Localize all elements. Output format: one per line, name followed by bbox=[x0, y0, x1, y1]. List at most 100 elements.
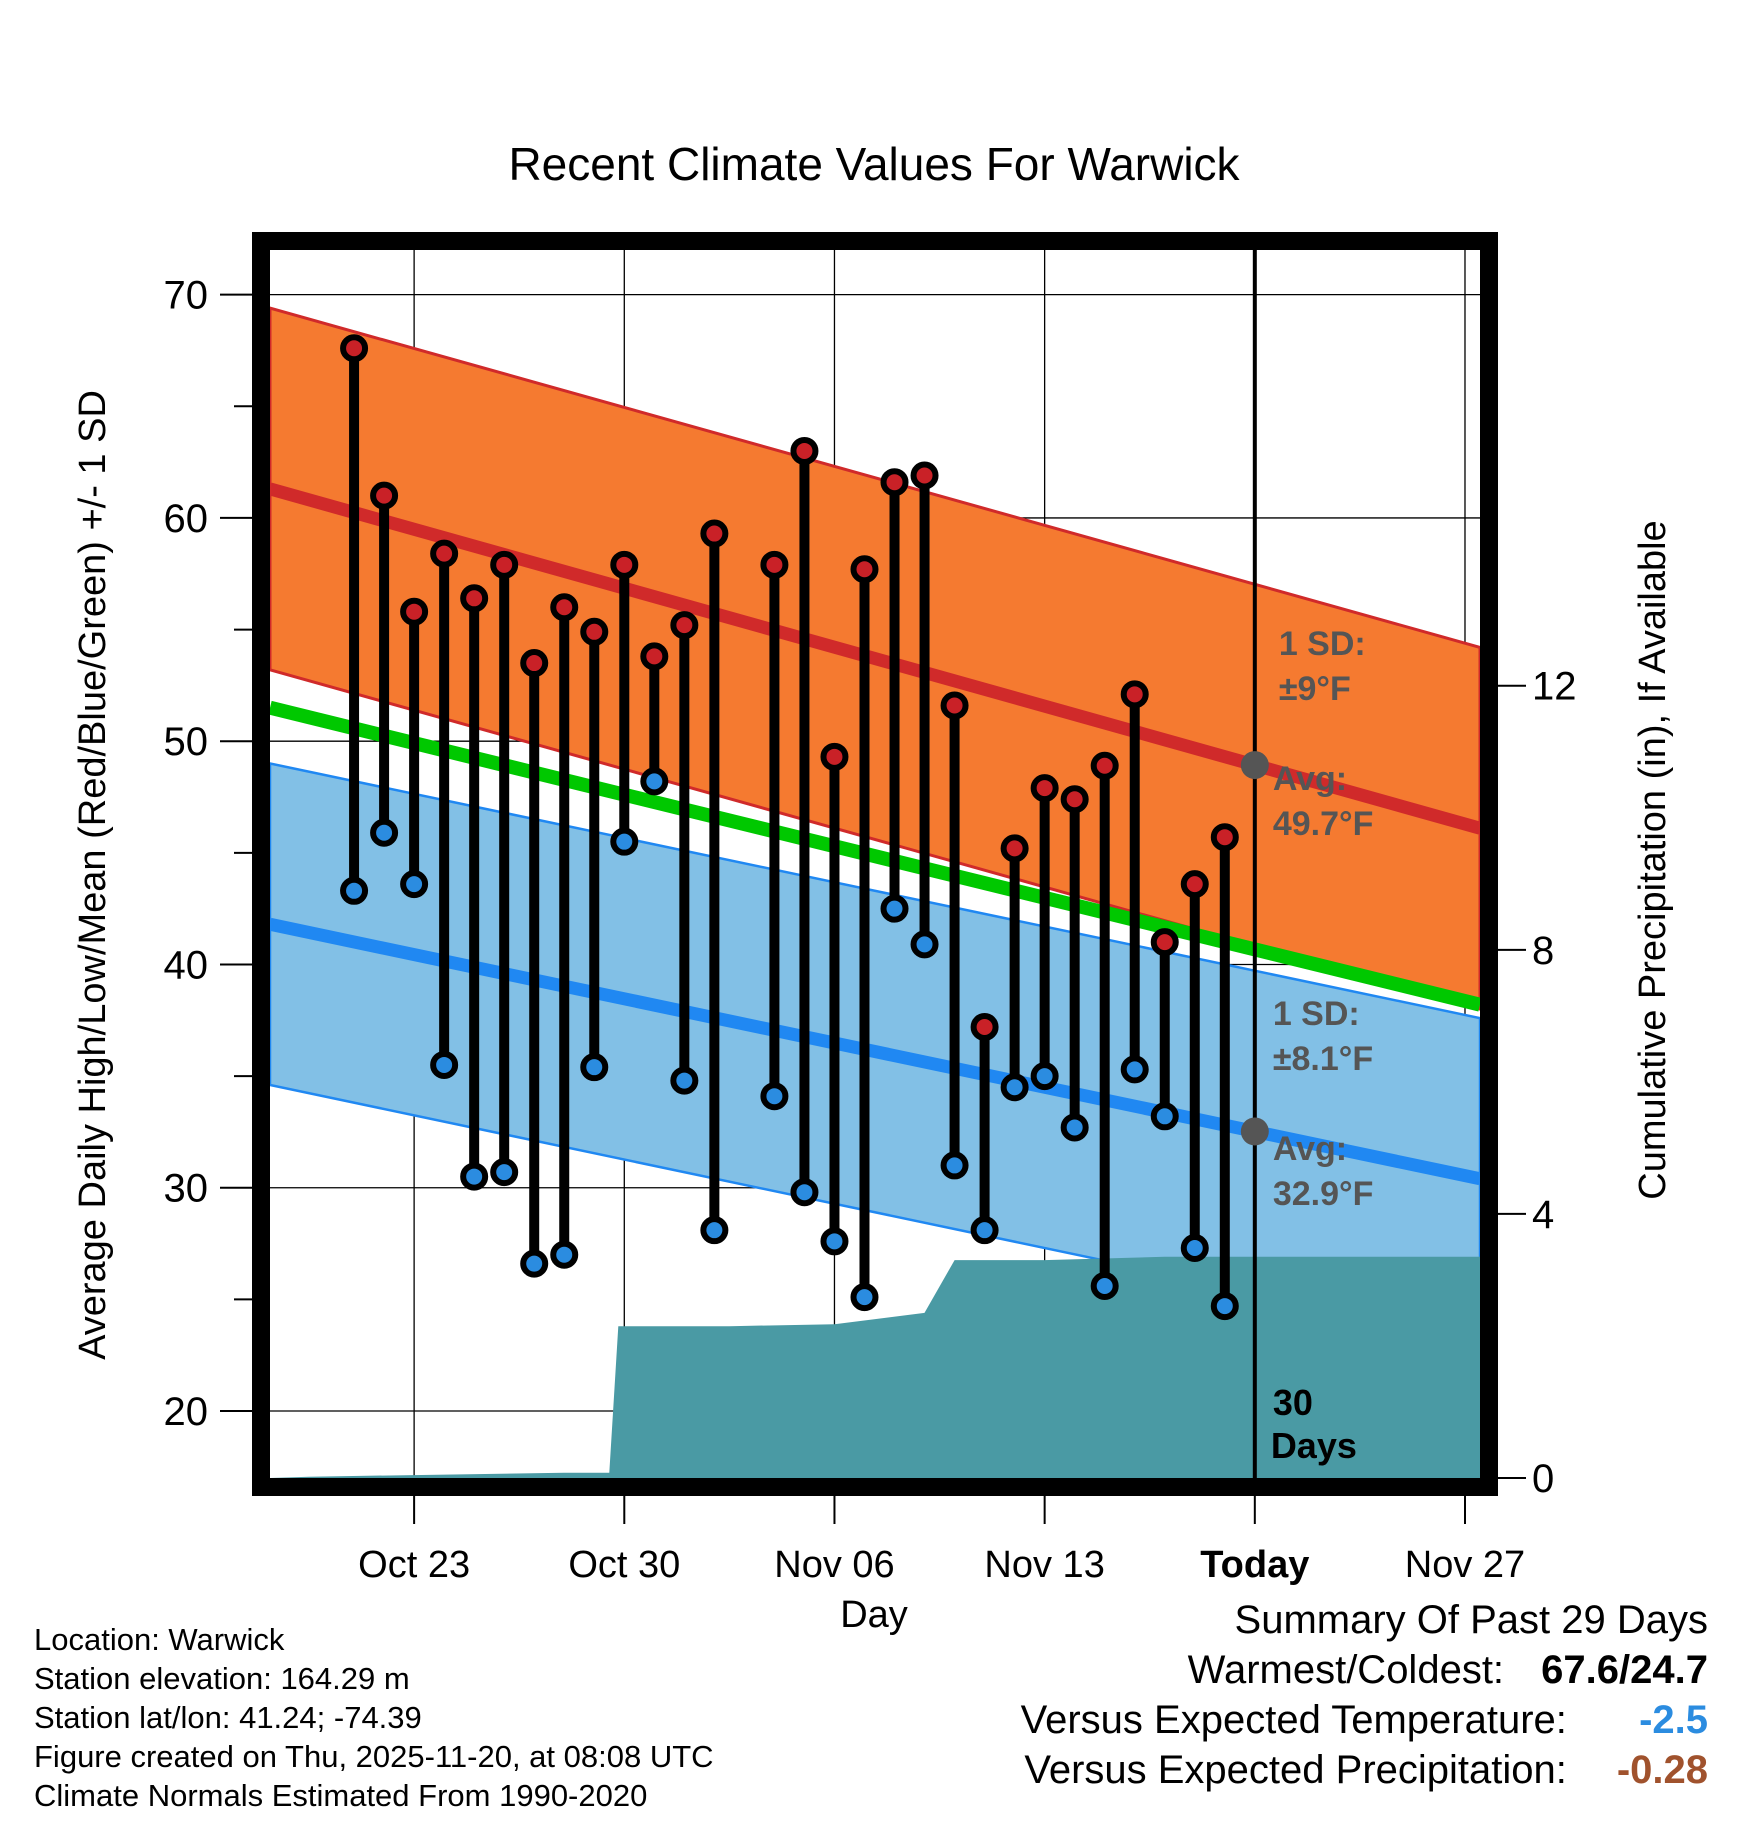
daily-low-marker bbox=[880, 894, 909, 923]
daily-high-marker bbox=[370, 481, 399, 510]
daily-low-marker bbox=[850, 1283, 879, 1312]
daily-low-marker bbox=[580, 1053, 609, 1082]
daily-low-marker bbox=[910, 930, 939, 959]
today-high-avg-marker bbox=[1240, 751, 1269, 780]
daily-low-marker bbox=[400, 870, 429, 899]
x-tick-label: Today bbox=[1200, 1544, 1309, 1586]
daily-low-marker bbox=[460, 1162, 489, 1191]
daily-high-marker bbox=[550, 593, 579, 622]
high-avg-value: 49.7°F bbox=[1273, 805, 1374, 843]
daily-high-marker bbox=[1060, 785, 1089, 814]
created-text: Figure created on Thu, 2025-11-20, at 08… bbox=[34, 1739, 714, 1774]
daily-high-marker bbox=[850, 555, 879, 584]
summary-warm-cold-row: Warmest/Coldest: 67.6/24.7 bbox=[1021, 1645, 1708, 1695]
daily-high-marker bbox=[700, 519, 729, 548]
daily-high-marker bbox=[520, 649, 549, 678]
latlon-text: Station lat/lon: 41.24; -74.39 bbox=[34, 1700, 422, 1735]
plot-area bbox=[270, 250, 1480, 1478]
days-count-word: Days bbox=[1271, 1425, 1357, 1466]
low-avg-label: Avg: bbox=[1273, 1130, 1347, 1168]
y-tick-label: 60 bbox=[164, 497, 209, 541]
daily-low-marker bbox=[520, 1249, 549, 1278]
daily-low-marker bbox=[1180, 1234, 1209, 1263]
y2-tick-label: 12 bbox=[1532, 665, 1577, 709]
daily-high-marker bbox=[1120, 680, 1149, 709]
daily-high-marker bbox=[880, 468, 909, 497]
y-tick-label: 30 bbox=[164, 1167, 209, 1211]
daily-low-marker bbox=[1030, 1062, 1059, 1091]
daily-low-marker bbox=[430, 1050, 459, 1079]
x-tick-label: Nov 13 bbox=[984, 1544, 1104, 1586]
daily-low-marker bbox=[610, 827, 639, 856]
daily-low-marker bbox=[1090, 1271, 1119, 1300]
normals-text: Climate Normals Estimated From 1990-2020 bbox=[34, 1778, 648, 1813]
elevation-text: Station elevation: 164.29 m bbox=[34, 1661, 410, 1696]
daily-high-marker bbox=[610, 550, 639, 579]
y-tick-label: 40 bbox=[164, 943, 209, 987]
daily-high-marker bbox=[760, 550, 789, 579]
daily-low-marker bbox=[760, 1082, 789, 1111]
summary-precip-value: -0.28 bbox=[1616, 1748, 1708, 1792]
summary-temp-value: -2.5 bbox=[1639, 1698, 1708, 1742]
low-avg-value: 32.9°F bbox=[1273, 1175, 1374, 1213]
high-sd-value: ±9°F bbox=[1279, 670, 1351, 708]
daily-low-marker bbox=[340, 876, 369, 905]
daily-low-marker bbox=[790, 1178, 819, 1207]
daily-high-marker bbox=[1030, 774, 1059, 803]
daily-high-marker bbox=[910, 461, 939, 490]
daily-high-marker bbox=[340, 334, 369, 363]
y-tick-label: 70 bbox=[164, 274, 209, 318]
location-text: Location: Warwick bbox=[34, 1622, 285, 1657]
high-sd-label: 1 SD: bbox=[1279, 625, 1366, 663]
plot-frame bbox=[252, 232, 1498, 1496]
low-sd-value: ±8.1°F bbox=[1273, 1040, 1373, 1078]
daily-low-marker bbox=[370, 818, 399, 847]
daily-high-marker bbox=[1210, 823, 1239, 852]
summary-temp-row: Versus Expected Temperature: -2.5 bbox=[1021, 1695, 1708, 1745]
precip-area bbox=[270, 1256, 1480, 1478]
daily-low-marker bbox=[970, 1216, 999, 1245]
daily-high-marker bbox=[430, 539, 459, 568]
low-sd-label: 1 SD: bbox=[1273, 995, 1360, 1033]
today-low-avg-marker bbox=[1240, 1117, 1269, 1146]
x-tick-label: Nov 27 bbox=[1405, 1544, 1525, 1586]
daily-low-marker bbox=[640, 767, 669, 796]
summary-title: Summary Of Past 29 Days bbox=[1234, 1598, 1708, 1642]
daily-high-marker bbox=[940, 691, 969, 720]
daily-low-marker bbox=[1060, 1113, 1089, 1142]
summary-warm-cold-value: 67.6/24.7 bbox=[1541, 1648, 1708, 1692]
daily-high-marker bbox=[460, 584, 489, 613]
daily-low-marker bbox=[940, 1151, 969, 1180]
daily-low-marker bbox=[1000, 1073, 1029, 1102]
daily-high-marker bbox=[490, 550, 519, 579]
summary-panel: Summary Of Past 29 Days Warmest/Coldest:… bbox=[1021, 1595, 1708, 1795]
y2-tick-label: 0 bbox=[1532, 1457, 1554, 1501]
daily-low-marker bbox=[1150, 1102, 1179, 1131]
daily-low-marker bbox=[1120, 1055, 1149, 1084]
summary-precip-row: Versus Expected Precipitation: -0.28 bbox=[1021, 1745, 1708, 1795]
y-tick-label: 20 bbox=[164, 1390, 209, 1434]
daily-low-marker bbox=[1210, 1292, 1239, 1321]
daily-high-marker bbox=[1180, 870, 1209, 899]
summary-temp-label: Versus Expected Temperature: bbox=[1020, 1698, 1567, 1742]
y2-axis-label: Cumulative Precipitation (in), If Availa… bbox=[1632, 520, 1674, 1199]
daily-low-marker bbox=[700, 1216, 729, 1245]
normal-high-line bbox=[270, 482, 1480, 835]
chart-title: Recent Climate Values For Warwick bbox=[508, 138, 1240, 190]
daily-high-marker bbox=[1000, 834, 1029, 863]
daily-high-marker bbox=[790, 436, 819, 465]
daily-high-marker bbox=[1150, 928, 1179, 957]
y2-tick-label: 4 bbox=[1532, 1193, 1554, 1237]
x-tick-label: Nov 06 bbox=[774, 1544, 894, 1586]
days-count-number: 30 bbox=[1273, 1382, 1313, 1423]
station-info: Location: Warwick Station elevation: 164… bbox=[34, 1620, 714, 1815]
daily-high-marker bbox=[970, 1012, 999, 1041]
x-tick-label: Oct 23 bbox=[358, 1544, 470, 1586]
y2-tick-label: 8 bbox=[1532, 929, 1554, 973]
daily-low-marker bbox=[820, 1227, 849, 1256]
daily-high-marker bbox=[580, 617, 609, 646]
high-avg-label: Avg: bbox=[1273, 760, 1347, 798]
daily-high-marker bbox=[1090, 751, 1119, 780]
daily-low-marker bbox=[670, 1066, 699, 1095]
